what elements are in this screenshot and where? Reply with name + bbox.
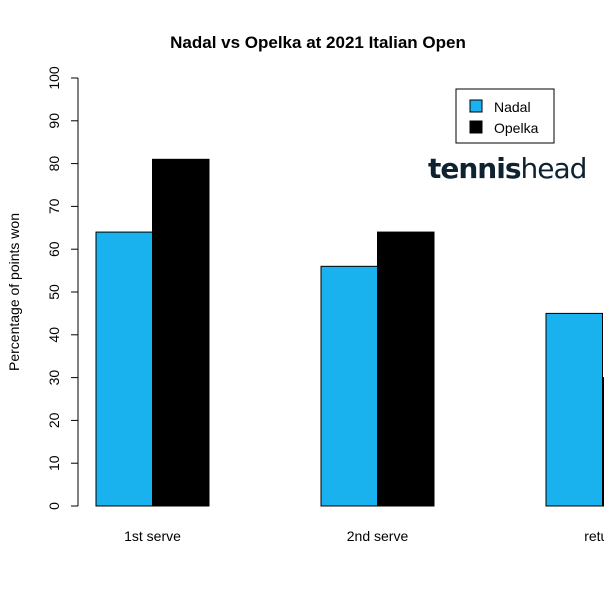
y-tick-label: 20 bbox=[46, 412, 62, 428]
bar-opelka-2nd-serve bbox=[377, 231, 435, 507]
y-tick-label: 40 bbox=[46, 327, 62, 343]
legend: Nadal Opelka bbox=[455, 88, 555, 144]
y-tick-label: 90 bbox=[46, 113, 62, 129]
legend-label-nadal: Nadal bbox=[494, 99, 531, 115]
bar-opelka-return bbox=[602, 377, 604, 507]
bar-nadal-return bbox=[545, 312, 603, 507]
x-category-label: 2nd serve bbox=[347, 528, 409, 544]
legend-swatch-nadal bbox=[469, 99, 483, 113]
chart-title: Nadal vs Opelka at 2021 Italian Open bbox=[170, 33, 466, 52]
legend-box bbox=[455, 88, 555, 144]
y-tick-label: 30 bbox=[46, 370, 62, 386]
x-category-label: return bbox=[584, 528, 604, 544]
bar-nadal-2nd-serve bbox=[320, 265, 378, 507]
category-labels: 1st serve 2nd serve return bbox=[124, 528, 604, 544]
bar-opelka-1st-serve bbox=[152, 158, 210, 507]
y-axis-label: Percentage of points won bbox=[6, 213, 22, 371]
bar-nadal-1st-serve bbox=[95, 231, 153, 507]
svg-text:tennishead: tennishead bbox=[428, 152, 586, 185]
y-tick-label: 0 bbox=[46, 502, 62, 510]
legend-label-opelka: Opelka bbox=[494, 120, 539, 136]
legend-swatch-opelka bbox=[469, 120, 483, 134]
x-category-label: 1st serve bbox=[124, 528, 181, 544]
y-tick-label: 60 bbox=[46, 241, 62, 257]
y-tick-label: 80 bbox=[46, 156, 62, 172]
tennishead-logo: tennishead bbox=[428, 152, 587, 185]
bars-group bbox=[95, 158, 604, 507]
logo-text-regular: head bbox=[521, 152, 587, 185]
y-tick-label: 50 bbox=[46, 284, 62, 300]
logo-text-bold: tennis bbox=[428, 152, 521, 185]
y-axis: 0 10 20 30 40 50 60 70 80 90 100 bbox=[46, 66, 79, 510]
y-tick-label: 100 bbox=[46, 66, 62, 90]
y-tick-label: 10 bbox=[46, 455, 62, 471]
y-tick-label: 70 bbox=[46, 198, 62, 214]
